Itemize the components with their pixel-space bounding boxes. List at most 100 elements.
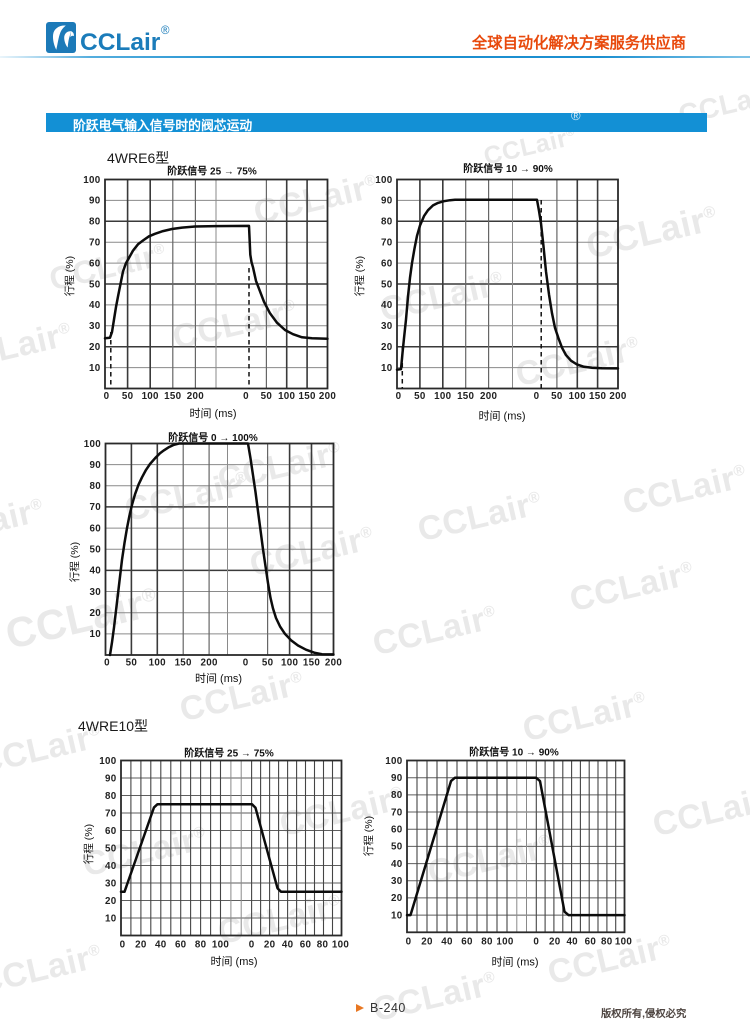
svg-text:50: 50 [381,279,393,290]
svg-text:100: 100 [434,391,451,402]
svg-text:50: 50 [122,391,134,402]
svg-text:70: 70 [391,807,403,818]
svg-text:0: 0 [406,937,412,948]
svg-text:50: 50 [391,842,403,853]
svg-text:60: 60 [461,937,473,948]
svg-text:0: 0 [243,391,249,402]
svg-text:60: 60 [89,258,101,269]
svg-text:30: 30 [90,587,102,598]
svg-text:20: 20 [89,342,101,353]
svg-text:40: 40 [155,940,167,951]
svg-text:60: 60 [90,523,102,534]
svg-text:90: 90 [381,196,393,207]
svg-text:0: 0 [104,391,110,402]
svg-text:20: 20 [391,893,403,904]
svg-text:40: 40 [391,859,403,870]
svg-text:50: 50 [90,545,102,556]
svg-text:80: 80 [317,940,329,951]
svg-text:70: 70 [89,238,101,249]
svg-text:50: 50 [551,391,563,402]
svg-text:100: 100 [142,391,159,402]
svg-text:行程 (%): 行程 (%) [353,256,366,296]
svg-text:50: 50 [89,279,101,290]
svg-text:60: 60 [175,940,187,951]
svg-text:60: 60 [381,258,393,269]
svg-text:80: 80 [105,791,117,802]
svg-text:200: 200 [325,658,342,669]
svg-text:10: 10 [381,363,393,374]
svg-text:40: 40 [89,300,101,311]
svg-text:100: 100 [375,175,392,186]
svg-text:100: 100 [615,937,632,948]
svg-text:100: 100 [149,658,166,669]
svg-text:10: 10 [89,363,101,374]
svg-text:20: 20 [549,937,561,948]
svg-text:行程 (%): 行程 (%) [82,824,95,864]
svg-text:0: 0 [120,940,126,951]
svg-text:50: 50 [414,391,426,402]
svg-text:20: 20 [381,342,393,353]
svg-text:150: 150 [303,658,320,669]
svg-text:150: 150 [589,391,606,402]
svg-text:200: 200 [319,391,336,402]
svg-text:150: 150 [457,391,474,402]
svg-text:100: 100 [332,940,349,951]
svg-text:100: 100 [278,391,295,402]
svg-text:0: 0 [249,940,255,951]
svg-text:40: 40 [381,300,393,311]
svg-text:40: 40 [566,937,578,948]
svg-text:0: 0 [243,658,249,669]
svg-text:行程 (%): 行程 (%) [68,542,81,582]
svg-text:0: 0 [396,391,402,402]
svg-text:0: 0 [534,391,540,402]
svg-text:40: 40 [90,566,102,577]
svg-text:20: 20 [264,940,276,951]
svg-text:200: 200 [200,658,217,669]
svg-text:时间 (ms): 时间 (ms) [210,955,257,968]
svg-text:100: 100 [569,391,586,402]
svg-text:20: 20 [421,937,433,948]
svg-text:100: 100 [496,937,513,948]
svg-text:30: 30 [89,321,101,332]
svg-text:0: 0 [104,658,110,669]
svg-text:80: 80 [601,937,613,948]
svg-text:150: 150 [298,391,315,402]
svg-text:20: 20 [90,608,102,619]
svg-text:150: 150 [175,658,192,669]
svg-text:时间 (ms): 时间 (ms) [478,410,525,423]
svg-text:60: 60 [585,937,597,948]
svg-text:80: 80 [391,790,403,801]
svg-text:50: 50 [126,658,138,669]
svg-text:0: 0 [533,937,539,948]
svg-text:70: 70 [381,238,393,249]
svg-text:80: 80 [89,217,101,228]
svg-text:行程 (%): 行程 (%) [63,256,76,296]
svg-text:阶跃信号 25 → 75%: 阶跃信号 25 → 75% [184,747,274,760]
svg-text:80: 80 [90,481,102,492]
svg-text:100: 100 [212,940,229,951]
svg-text:100: 100 [385,756,402,767]
svg-text:100: 100 [99,756,116,767]
svg-text:10: 10 [105,913,117,924]
svg-text:90: 90 [391,773,403,784]
svg-text:30: 30 [105,878,117,889]
svg-text:时间 (ms): 时间 (ms) [195,672,242,685]
svg-text:40: 40 [105,861,117,872]
svg-text:阶跃信号 0 → 100%: 阶跃信号 0 → 100% [168,431,258,444]
svg-text:50: 50 [261,391,273,402]
svg-text:阶跃信号 25 → 75%: 阶跃信号 25 → 75% [167,165,257,178]
svg-text:60: 60 [300,940,312,951]
svg-text:行程 (%): 行程 (%) [362,816,375,856]
svg-text:30: 30 [381,321,393,332]
svg-text:50: 50 [262,658,274,669]
svg-text:150: 150 [164,391,181,402]
svg-text:30: 30 [391,876,403,887]
svg-text:100: 100 [83,175,100,186]
svg-text:70: 70 [105,808,117,819]
svg-text:90: 90 [105,773,117,784]
svg-text:70: 70 [90,502,102,513]
svg-text:时间 (ms): 时间 (ms) [189,407,236,420]
svg-text:60: 60 [391,825,403,836]
svg-text:80: 80 [481,937,493,948]
svg-text:40: 40 [282,940,294,951]
